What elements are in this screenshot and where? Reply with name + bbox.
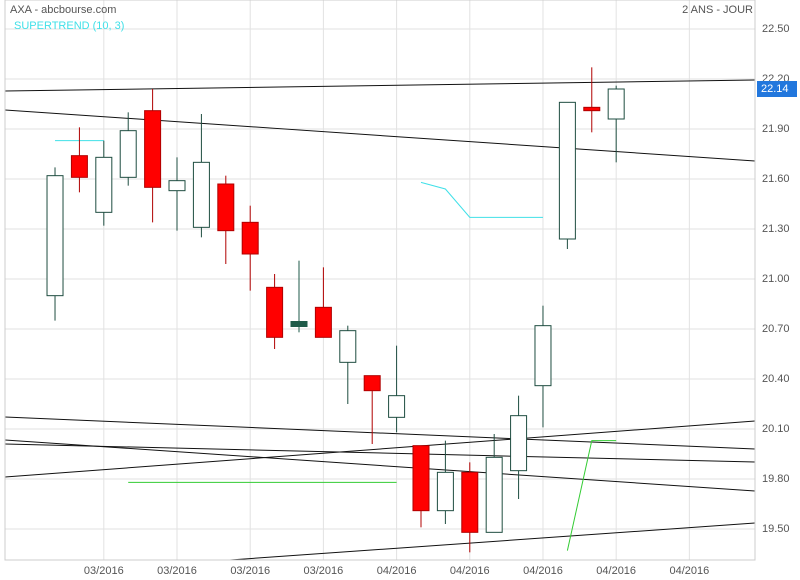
y-tick-label: 19.50 (762, 523, 790, 535)
y-tick-label: 20.10 (762, 423, 790, 435)
y-tick-label: 22.50 (762, 23, 790, 35)
candle-body (217, 183, 235, 232)
plot-frame (4, 0, 756, 561)
trendline (5, 109, 755, 162)
y-tick-label: 21.00 (762, 273, 790, 285)
x-tick-label: 04/2016 (450, 565, 490, 577)
trendline (5, 416, 755, 450)
last-value-label: 22.14 (761, 83, 789, 95)
x-tick-label: 03/2016 (157, 565, 197, 577)
candle-body (241, 221, 259, 255)
y-tick-label: 21.60 (762, 173, 790, 185)
candle-body (363, 375, 381, 392)
candle-body (607, 88, 625, 120)
candle-body (412, 445, 430, 512)
trendline (5, 420, 755, 478)
candle-body (510, 415, 528, 472)
trendline (229, 522, 755, 560)
trendline (5, 443, 755, 463)
indicator-line (128, 440, 617, 551)
candle-body (144, 110, 162, 188)
y-tick-label: 21.90 (762, 123, 790, 135)
x-tick-label: 04/2016 (596, 565, 636, 577)
chart-subtitle: 2 ANS - JOUR (682, 4, 753, 16)
candle-body (290, 321, 308, 327)
legend-entry: SUPERTREND (10, 3) (14, 20, 124, 32)
candle-body (485, 456, 503, 533)
trendline (5, 79, 755, 92)
marks (46, 67, 625, 553)
candle-body (583, 106, 601, 112)
last-value-box (757, 81, 797, 97)
x-tick-label: 03/2016 (230, 565, 270, 577)
trendlines (5, 79, 755, 560)
x-tick-label: 04/2016 (523, 565, 563, 577)
x-tick-label: 04/2016 (669, 565, 709, 577)
candle-body (46, 175, 64, 297)
trendline (5, 439, 755, 492)
x-tick-label: 03/2016 (304, 565, 344, 577)
y-tick-label: 21.30 (762, 223, 790, 235)
x-tick-label: 03/2016 (84, 565, 124, 577)
candle-body (388, 395, 406, 418)
candle-body (192, 161, 210, 228)
candle-body (95, 156, 113, 213)
y-tick-label: 20.70 (762, 323, 790, 335)
candle-body (534, 325, 552, 387)
candle-body (119, 130, 137, 178)
candle-body (461, 471, 479, 533)
chart-title: AXA - abcbourse.com (10, 4, 116, 16)
candle-body (168, 180, 186, 192)
candle-body (436, 471, 454, 512)
candle-body (70, 155, 88, 178)
candle-body (558, 101, 576, 240)
y-tick-label: 19.80 (762, 473, 790, 485)
grid (5, 0, 755, 560)
candle-body (266, 286, 284, 338)
candle-body (314, 306, 332, 338)
x-tick-label: 04/2016 (377, 565, 417, 577)
y-tick-label: 20.40 (762, 373, 790, 385)
candle-body (339, 330, 357, 363)
